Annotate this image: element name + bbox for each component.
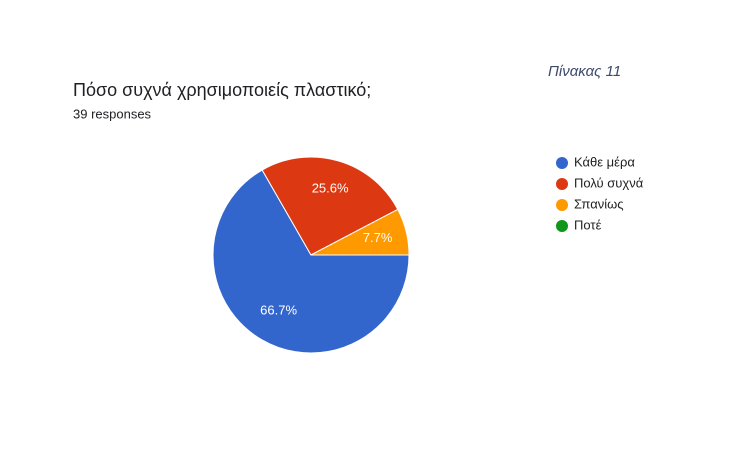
pie-slice	[212, 169, 410, 354]
annotation: Πίνακας 11	[548, 63, 621, 80]
legend-label: Πολύ συχνά	[574, 175, 644, 190]
legend-swatch	[556, 220, 568, 232]
data-label: 66.7%	[260, 302, 297, 317]
legend-label: Κάθε μέρα	[574, 154, 635, 169]
data-label: 25.6%	[312, 181, 349, 196]
legend-label: Σπανίως	[574, 196, 624, 211]
legend-swatch	[556, 199, 568, 211]
legend-label: Ποτέ	[574, 217, 602, 232]
pie-slice	[261, 156, 399, 256]
legend-swatch	[556, 178, 568, 190]
chart-subtitle: 39 responses	[73, 106, 152, 121]
data-label: 7.7%	[363, 230, 393, 245]
chart-title: Πόσο συχνά χρησιμοποιείς πλαστικό;	[73, 80, 371, 100]
legend-swatch	[556, 157, 568, 169]
